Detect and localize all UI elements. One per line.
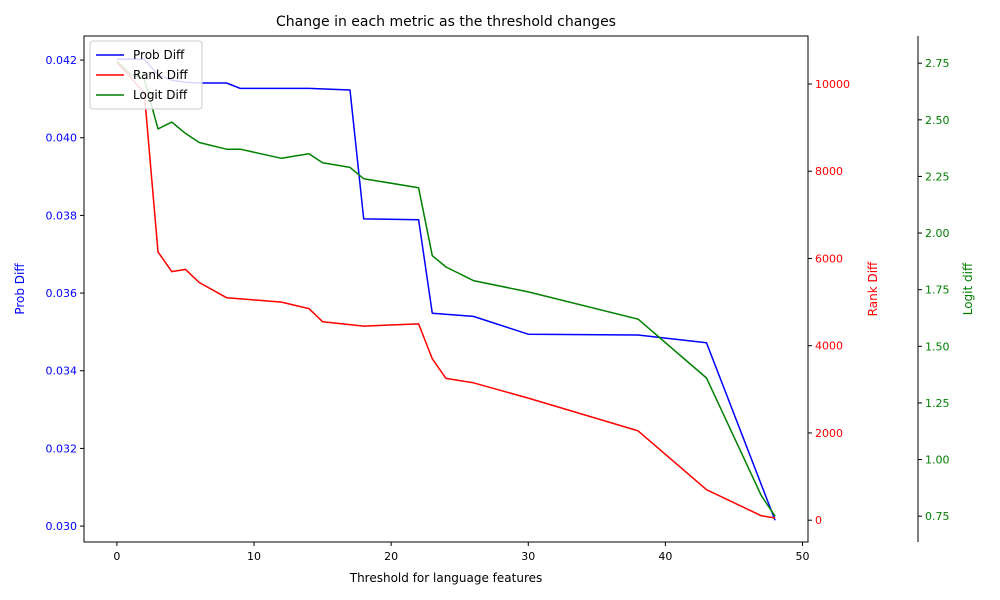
logit-tick-label: 2.25: [925, 170, 950, 183]
rank-tick-label: 10000: [815, 78, 850, 91]
legend-box: [89, 40, 203, 110]
rank-tick-label: 0: [815, 514, 822, 527]
prob-tick-label: 0.040: [46, 132, 78, 145]
rank-tick-label: 4000: [815, 340, 843, 353]
logit-tick-label: 2.50: [925, 114, 950, 127]
logit-axis-label: Logit diff: [961, 262, 975, 315]
prob-tick-label: 0.036: [46, 287, 78, 300]
prob-tick-label: 0.030: [46, 520, 78, 533]
legend-label: Logit Diff: [133, 88, 188, 102]
prob-diff-axis: 0.030 0.032 0.034 0.036 0.038 0.040 0.042 Prob …: [13, 54, 84, 533]
x-tick-label: 20: [384, 550, 398, 563]
x-tick-label: 0: [113, 550, 120, 563]
chart-title: Change in each metric as the threshold c…: [276, 14, 616, 30]
rank-tick-label: 8000: [815, 165, 843, 178]
logit-tick-label: 2.75: [925, 57, 950, 70]
rank-diff-axis: 0 2000 4000 6000 8000 10000 Rank Diff: [808, 78, 880, 527]
series-line-rank-diff: [116, 61, 776, 519]
x-tick-label: 10: [247, 550, 261, 563]
legend: Prob Diff Rank Diff Logit Diff: [89, 40, 203, 110]
logit-tick-label: 1.75: [925, 284, 950, 297]
legend-label: Rank Diff: [133, 68, 188, 82]
logit-tick-label: 2.00: [925, 227, 950, 240]
legend-label: Prob Diff: [133, 48, 185, 62]
prob-tick-label: 0.032: [46, 442, 78, 455]
prob-axis-label: Prob Diff: [13, 263, 27, 315]
prob-tick-label: 0.038: [46, 209, 78, 222]
x-tick-label: 50: [796, 550, 810, 563]
prob-tick-label: 0.042: [46, 54, 78, 67]
rank-tick-label: 6000: [815, 252, 843, 265]
x-axis-label: Threshold for language features: [349, 571, 543, 585]
logit-tick-label: 0.75: [925, 510, 950, 523]
x-tick-label: 40: [658, 550, 672, 563]
x-axis: 0 10 20 30 40 50: [113, 542, 810, 563]
prob-tick-label: 0.034: [46, 365, 78, 378]
rank-axis-label: Rank Diff: [866, 261, 880, 316]
logit-tick-label: 1.25: [925, 397, 950, 410]
logit-tick-label: 1.00: [925, 454, 950, 467]
series-line-logit-diff: [116, 60, 776, 517]
plot-frame: [83, 35, 809, 543]
logit-tick-label: 1.50: [925, 340, 950, 353]
x-tick-label: 30: [521, 550, 535, 563]
logit-diff-axis: 0.75 1.00 1.25 1.50 1.75 2.00 2.25 2.50 2.75 Logi…: [917, 36, 975, 542]
rank-tick-label: 2000: [815, 427, 843, 440]
